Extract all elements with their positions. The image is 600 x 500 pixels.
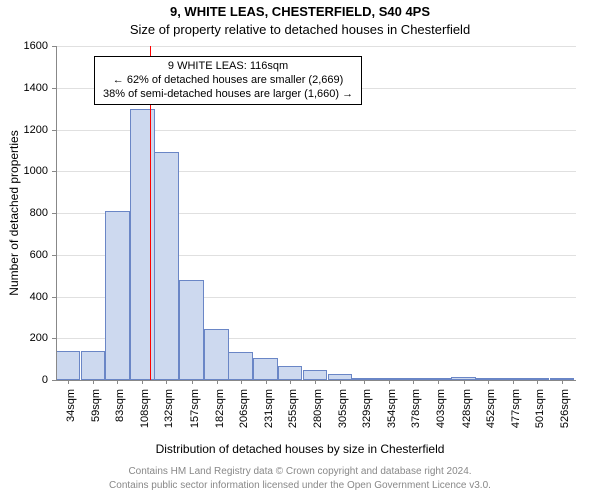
title-line2: Size of property relative to detached ho… [0, 22, 600, 37]
x-tick-label: 83sqm [108, 389, 126, 422]
annotation-line3: 38% of semi-detached houses are larger (… [103, 88, 353, 102]
y-tick-label: 600 [30, 249, 56, 261]
histogram-bar [204, 329, 229, 380]
y-axis-label: Number of detached properties [7, 130, 21, 295]
x-tick-label: 501sqm [528, 389, 546, 428]
x-tick-label: 231sqm [257, 389, 275, 428]
x-tick-label: 157sqm [183, 389, 201, 428]
chart-container: 9, WHITE LEAS, CHESTERFIELD, S40 4PS Siz… [0, 0, 600, 500]
footer-line1: Contains HM Land Registry data © Crown c… [0, 466, 600, 477]
y-tick-label: 1200 [24, 124, 56, 136]
x-tick-mark [290, 380, 291, 384]
x-axis-label: Distribution of detached houses by size … [0, 442, 600, 456]
histogram-bar [253, 358, 278, 380]
x-tick-mark [364, 380, 365, 384]
x-tick-mark [513, 380, 514, 384]
histogram-bar [278, 366, 303, 380]
x-tick-mark [93, 380, 94, 384]
annotation-line1: 9 WHITE LEAS: 116sqm [103, 60, 353, 74]
x-tick-mark [413, 380, 414, 384]
x-tick-label: 378sqm [404, 389, 422, 428]
annotation-line2: ← 62% of detached houses are smaller (2,… [103, 74, 353, 88]
x-tick-mark [117, 380, 118, 384]
y-tick-label: 1000 [24, 165, 56, 177]
histogram-bar [179, 280, 204, 380]
grid-line [56, 46, 576, 47]
x-tick-label: 108sqm [133, 389, 151, 428]
y-tick-label: 400 [30, 291, 56, 303]
x-tick-label: 34sqm [59, 389, 77, 422]
x-tick-mark [142, 380, 143, 384]
x-tick-mark [217, 380, 218, 384]
x-tick-mark [68, 380, 69, 384]
y-axis-line [56, 46, 57, 380]
y-tick-label: 1600 [24, 40, 56, 52]
x-tick-mark [537, 380, 538, 384]
x-tick-label: 329sqm [355, 389, 373, 428]
x-tick-label: 132sqm [157, 389, 175, 428]
x-tick-mark [266, 380, 267, 384]
x-axis-line [56, 380, 576, 381]
title-line1: 9, WHITE LEAS, CHESTERFIELD, S40 4PS [0, 4, 600, 19]
x-tick-mark [315, 380, 316, 384]
x-tick-mark [241, 380, 242, 384]
x-tick-mark [438, 380, 439, 384]
x-tick-mark [488, 380, 489, 384]
x-tick-label: 255sqm [281, 389, 299, 428]
x-tick-label: 59sqm [84, 389, 102, 422]
x-tick-label: 477sqm [504, 389, 522, 428]
histogram-bar [81, 351, 106, 380]
annotation-box: 9 WHITE LEAS: 116sqm ← 62% of detached h… [94, 56, 362, 105]
x-tick-mark [562, 380, 563, 384]
x-tick-mark [389, 380, 390, 384]
histogram-bar [228, 352, 253, 380]
footer-line2: Contains public sector information licen… [0, 480, 600, 491]
x-tick-mark [166, 380, 167, 384]
x-tick-label: 182sqm [208, 389, 226, 428]
y-tick-label: 200 [30, 332, 56, 344]
histogram-bar [56, 351, 81, 380]
x-tick-label: 305sqm [331, 389, 349, 428]
histogram-bar [303, 370, 328, 380]
y-tick-label: 1400 [24, 82, 56, 94]
x-tick-label: 354sqm [380, 389, 398, 428]
y-tick-label: 800 [30, 207, 56, 219]
histogram-bar [154, 152, 179, 380]
y-tick-label: 0 [42, 374, 56, 386]
plot-area: 02004006008001000120014001600 34sqm59sqm… [56, 46, 576, 380]
x-tick-label: 428sqm [455, 389, 473, 428]
histogram-bar [105, 211, 130, 380]
x-tick-mark [464, 380, 465, 384]
x-tick-label: 452sqm [479, 389, 497, 428]
x-tick-label: 206sqm [232, 389, 250, 428]
x-tick-label: 526sqm [553, 389, 571, 428]
x-tick-mark [192, 380, 193, 384]
x-tick-label: 403sqm [429, 389, 447, 428]
x-tick-label: 280sqm [306, 389, 324, 428]
x-tick-mark [340, 380, 341, 384]
